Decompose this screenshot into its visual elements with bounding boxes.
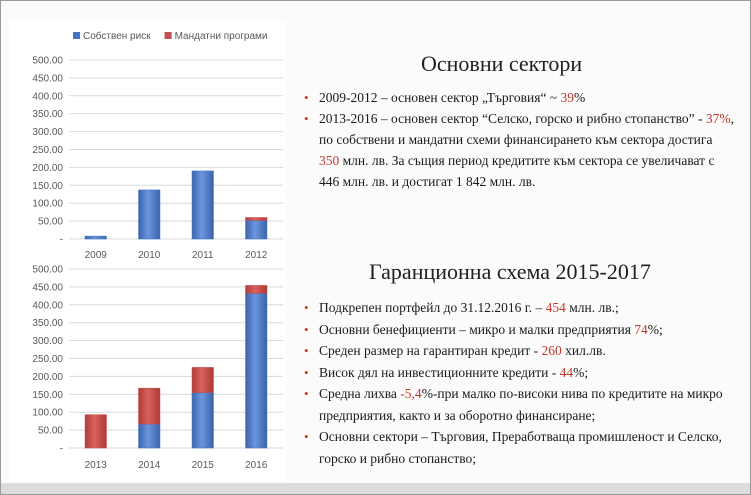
sectors-list: 2009-2012 – основен сектор „Търговия“ ~ … — [304, 87, 734, 192]
y-tick-label-top: 200.00 — [32, 163, 63, 174]
bar-own-risk-2010 — [138, 189, 161, 240]
y-tick-label-top: 150.00 — [32, 181, 63, 192]
y-tick-label-bottom: 250.00 — [32, 354, 63, 365]
y-tick-label-bottom: 200.00 — [32, 372, 63, 383]
bar-own-risk-2014 — [138, 423, 161, 449]
y-tick-label-top: 450.00 — [32, 73, 63, 84]
bar-mandate-2015 — [191, 367, 214, 393]
y-tick-label-bottom: - — [60, 444, 63, 455]
bar-own-risk-2009 — [84, 235, 107, 240]
y-tick-label-bottom: 150.00 — [32, 390, 63, 401]
legend-swatch-mandate — [164, 32, 172, 39]
y-tick-label-top: - — [60, 235, 63, 246]
x-tick-label-top: 2009 — [85, 250, 108, 261]
y-tick-label-top: 500.00 — [32, 56, 63, 67]
y-tick-label-top: 350.00 — [32, 109, 63, 120]
bar-own-risk-2011 — [191, 170, 214, 240]
sectors-item-2: 2013-2016 – основен сектор “Селско, горс… — [304, 108, 734, 192]
guarantee-list: Подкрепен портфейл до 31.12.2016 г. – 45… — [304, 297, 744, 469]
y-tick-label-bottom: 400.00 — [32, 300, 63, 311]
x-tick-label-bottom: 2016 — [245, 460, 268, 471]
guarantee-item-3: Среден размер на гарантиран кредит - 260… — [304, 340, 744, 362]
guarantee-item-6: Основни сектори – Търговия, Преработваща… — [304, 426, 744, 469]
y-tick-label-top: 100.00 — [32, 199, 63, 210]
y-tick-label-top: 250.00 — [32, 145, 63, 156]
legend-swatch-own-risk — [73, 32, 80, 39]
bar-own-risk-2015 — [191, 392, 214, 449]
bar-own-risk-2016 — [245, 293, 268, 449]
y-tick-label-top: 50.00 — [38, 217, 63, 228]
y-tick-label-bottom: 300.00 — [32, 336, 63, 347]
x-tick-label-bottom: 2015 — [192, 460, 215, 471]
guarantee-item-1: Подкрепен портфейл до 31.12.2016 г. – 45… — [304, 297, 744, 319]
y-tick-label-top: 400.00 — [32, 91, 63, 102]
sectors-item-1: 2009-2012 – основен сектор „Търговия“ ~ … — [304, 87, 734, 108]
y-tick-label-bottom: 500.00 — [32, 265, 63, 276]
bottom-strip — [1, 483, 750, 494]
bar-mandate-2012 — [245, 217, 268, 221]
x-tick-label-top: 2010 — [138, 250, 161, 261]
y-tick-label-bottom: 450.00 — [32, 282, 63, 293]
y-tick-label-bottom: 350.00 — [32, 318, 63, 329]
x-tick-label-bottom: 2013 — [85, 460, 108, 471]
bar-own-risk-2012 — [245, 220, 268, 240]
bar-mandate-2016 — [245, 285, 268, 294]
x-tick-label-top: 2011 — [192, 250, 214, 261]
x-tick-label-bottom: 2014 — [138, 460, 161, 471]
y-tick-label-top: 300.00 — [32, 127, 63, 138]
legend-label-own-risk: Собствен риск — [83, 30, 151, 42]
guarantee-item-5: Средна лихва -5,4%-при малко по-високи н… — [304, 383, 744, 426]
legend-label-mandate: Мандатни програми — [175, 31, 268, 42]
bar-mandate-2014 — [138, 387, 161, 425]
bar-mandate-2013 — [84, 414, 107, 449]
sectors-heading: Основни сектори — [421, 51, 583, 76]
y-tick-label-bottom: 100.00 — [32, 408, 63, 419]
guarantee-item-4: Висок дял на инвестиционните кредити - 4… — [304, 362, 744, 384]
x-tick-label-top: 2012 — [245, 250, 268, 261]
y-tick-label-bottom: 50.00 — [38, 426, 63, 437]
charts-canvas: - 50.00 100.00 150.00 200.00 250.00 300.00 350.… — [32, 30, 283, 471]
guarantee-heading: Гаранционна схема 2015-2017 — [369, 259, 651, 284]
guarantee-item-2: Основни бенефициенти – микро и малки пре… — [304, 319, 744, 341]
